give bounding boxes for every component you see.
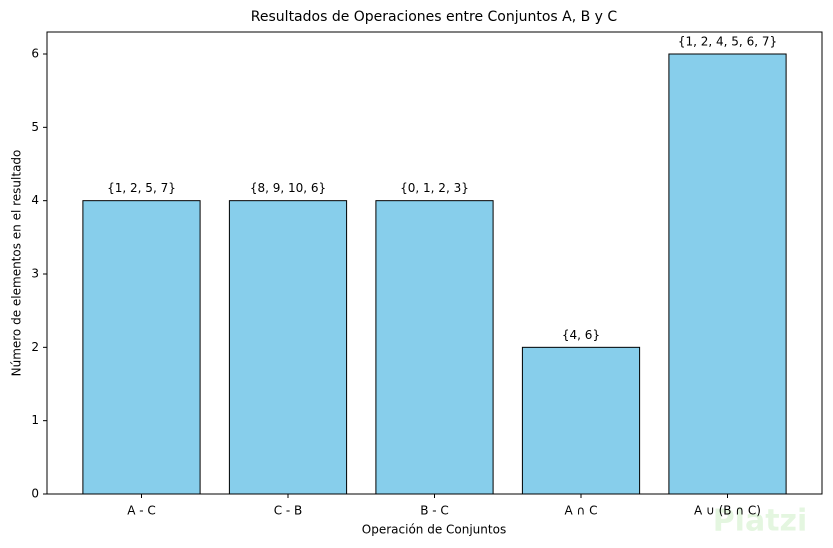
y-tick-label: 2	[31, 340, 39, 354]
bar-label: {0, 1, 2, 3}	[400, 181, 469, 195]
y-tick-label: 3	[31, 267, 39, 281]
x-tick-label: A - C	[127, 504, 156, 518]
bar	[228, 200, 348, 495]
y-axis-label: Número de elementos en el resultado	[10, 150, 24, 377]
bar-label: {8, 9, 10, 6}	[250, 181, 326, 195]
x-tick-label: A ∪ (B ∩ C)	[694, 504, 761, 518]
y-tick-label: 5	[31, 120, 39, 134]
bar	[375, 200, 494, 495]
y-tick-label: 4	[31, 193, 39, 207]
y-tick-label: 1	[31, 413, 39, 427]
watermark: Platzi	[713, 504, 808, 539]
x-tick-label: B - C	[420, 504, 449, 518]
bar-label: {1, 2, 5, 7}	[107, 181, 176, 195]
plot-frame	[46, 31, 823, 495]
y-tick-label: 0	[31, 487, 39, 501]
bar-label: {1, 2, 4, 5, 6, 7}	[678, 35, 777, 49]
bar	[668, 53, 787, 495]
y-tick-label: 6	[31, 47, 39, 61]
bar-label: {4, 6}	[562, 328, 600, 342]
x-tick-label: A ∩ C	[565, 504, 598, 518]
bar	[82, 200, 201, 495]
x-axis-label: Operación de Conjuntos	[362, 523, 506, 537]
bar	[521, 346, 641, 495]
x-tick-label: C - B	[274, 504, 303, 518]
chart-title: Resultados de Operaciones entre Conjunto…	[251, 9, 618, 25]
